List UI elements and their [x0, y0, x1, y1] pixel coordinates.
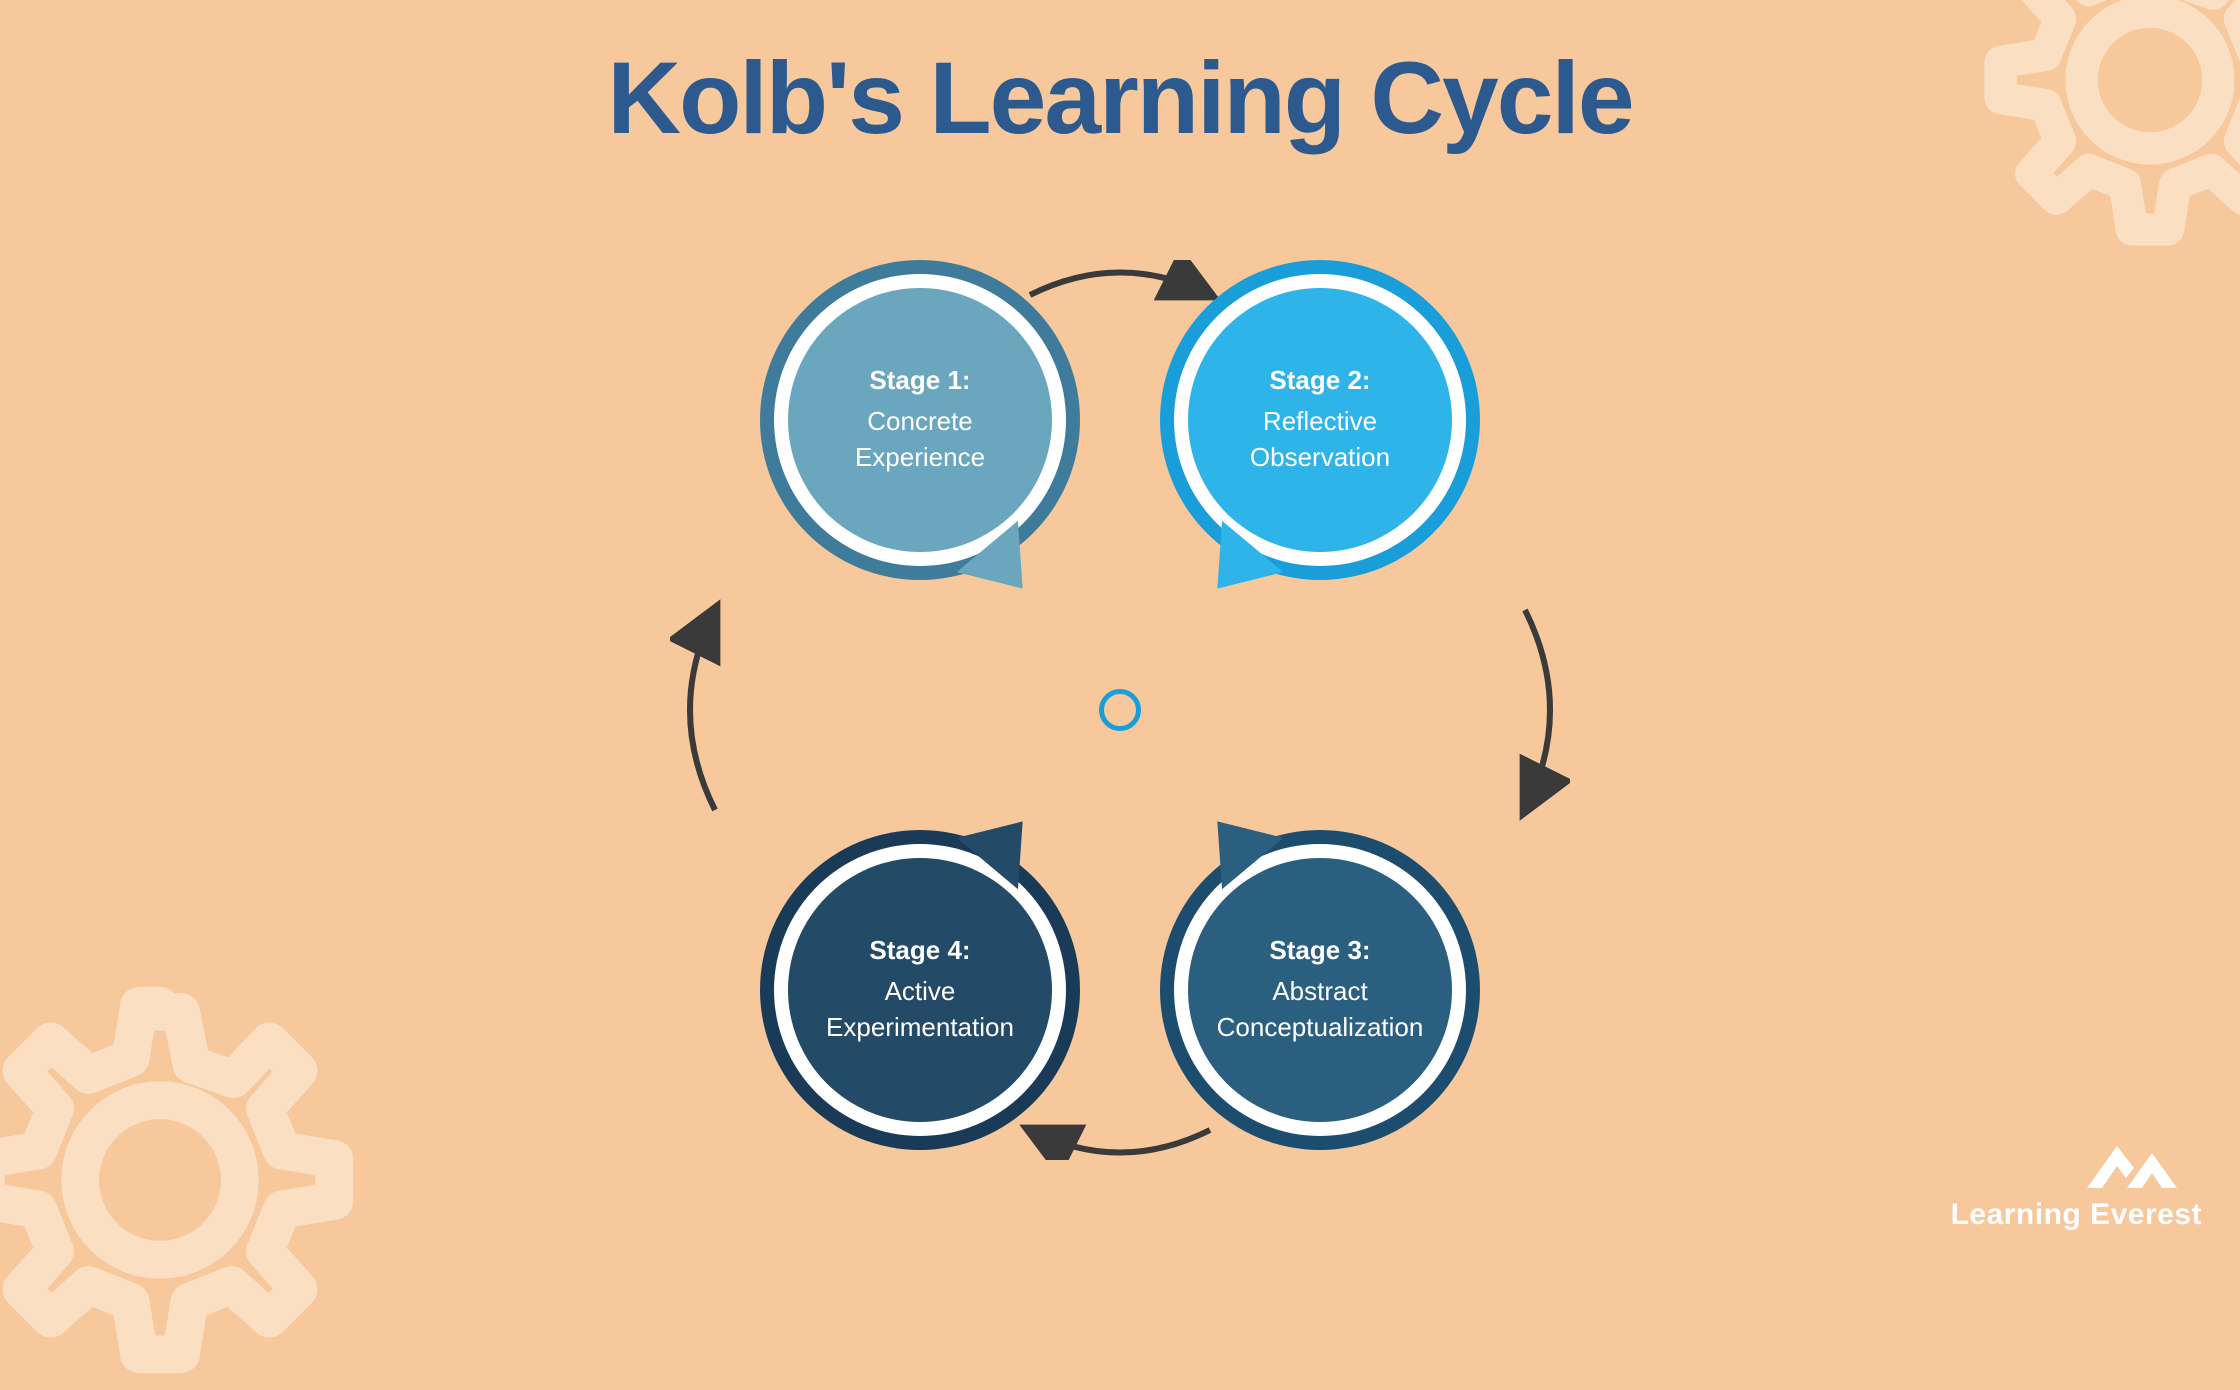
stage-text: Experimentation: [826, 1010, 1014, 1045]
stage-1: Stage 1: Concrete Experience: [760, 260, 1080, 580]
logo: Learning Everest: [1951, 1138, 2202, 1232]
stage-label: Stage 4:: [869, 935, 970, 966]
center-circle: [1099, 689, 1141, 731]
stage-inner: Stage 1: Concrete Experience: [788, 288, 1052, 552]
mountain-icon: [2032, 1138, 2202, 1193]
stage-3: Stage 3: Abstract Conceptualization: [1160, 830, 1480, 1150]
stage-inner: Stage 2: Reflective Observation: [1188, 288, 1452, 552]
stage-2: Stage 2: Reflective Observation: [1160, 260, 1480, 580]
stage-label: Stage 3:: [1269, 935, 1370, 966]
stage-label: Stage 2:: [1269, 365, 1370, 396]
logo-text: Learning Everest: [1951, 1198, 2202, 1232]
cycle-diagram: Stage 1: Concrete Experience Stage 2: Re…: [670, 260, 1570, 1160]
stage-inner: Stage 3: Abstract Conceptualization: [1188, 858, 1452, 1122]
stage-text: Observation: [1250, 440, 1390, 475]
stage-text: Experience: [855, 440, 985, 475]
stage-text: Active: [885, 974, 956, 1009]
stage-4: Stage 4: Active Experimentation: [760, 830, 1080, 1150]
stage-text: Conceptualization: [1217, 1010, 1424, 1045]
gear-icon: [1970, 0, 2240, 260]
stage-label: Stage 1:: [869, 365, 970, 396]
stage-inner: Stage 4: Active Experimentation: [788, 858, 1052, 1122]
stage-text: Abstract: [1272, 974, 1367, 1009]
stage-text: Reflective: [1263, 404, 1377, 439]
gear-icon: [0, 970, 370, 1390]
page-title: Kolb's Learning Cycle: [0, 40, 2240, 157]
stage-text: Concrete: [867, 404, 973, 439]
